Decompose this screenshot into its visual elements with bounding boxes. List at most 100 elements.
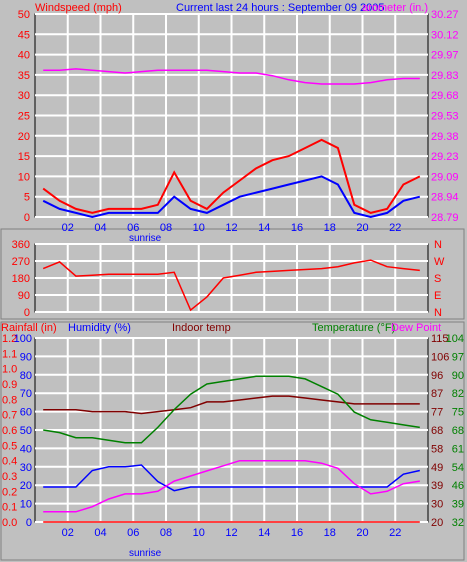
humidity-tick-60: 60 bbox=[20, 407, 32, 419]
temperature-tick-46: 46 bbox=[452, 480, 464, 492]
barometer-tick-30.27: 30.27 bbox=[431, 9, 459, 21]
chart-title: Current last 24 hours : September 09 200… bbox=[176, 2, 385, 14]
barometer-tick-29.53: 29.53 bbox=[431, 111, 459, 123]
temperature-tick-39: 39 bbox=[452, 499, 464, 511]
humidity-tick-40: 40 bbox=[20, 443, 32, 455]
barometer-tick-28.79: 28.79 bbox=[431, 212, 459, 224]
temperature-tick-61: 61 bbox=[452, 443, 464, 455]
windspeed-tick-40: 40 bbox=[18, 50, 30, 62]
barometer-axis-label: arometer (in.) bbox=[362, 2, 428, 14]
temperature-tick-104: 104 bbox=[446, 333, 464, 345]
x-tick-14: 14 bbox=[258, 527, 270, 539]
barometer-tick-29.83: 29.83 bbox=[431, 70, 459, 82]
winddir-tick-90: 90 bbox=[18, 290, 30, 302]
humidity-tick-20: 20 bbox=[20, 480, 32, 492]
x-tick-18: 18 bbox=[324, 527, 336, 539]
indoor-temp-axis-label: Indoor temp bbox=[172, 322, 231, 334]
humidity-tick-0: 0 bbox=[26, 517, 32, 529]
rainfall-tick-1.1: 1.1 bbox=[2, 348, 17, 360]
windspeed-tick-20: 20 bbox=[18, 131, 30, 143]
sunrise-label-bottom: sunrise bbox=[129, 548, 162, 559]
x-tick-04: 04 bbox=[94, 222, 106, 234]
barometer-line bbox=[43, 68, 420, 85]
temperature-tick-75: 75 bbox=[452, 407, 464, 419]
windspeed-axis-label: Windspeed (mph) bbox=[35, 2, 122, 14]
rainfall-tick-0.2: 0.2 bbox=[2, 486, 17, 498]
humidity-tick-30: 30 bbox=[20, 462, 32, 474]
x-tick-02: 02 bbox=[62, 527, 74, 539]
indoor-tick-68: 68 bbox=[431, 425, 443, 437]
winddir-tick-270: 270 bbox=[12, 256, 30, 268]
indoor-tick-96: 96 bbox=[431, 370, 443, 382]
barometer-tick-29.38: 29.38 bbox=[431, 131, 459, 143]
windspeed-tick-25: 25 bbox=[18, 111, 30, 123]
indoor-tick-20: 20 bbox=[431, 517, 443, 529]
indoor-tick-106: 106 bbox=[431, 351, 449, 363]
humidity-tick-80: 80 bbox=[20, 370, 32, 382]
x-tick-10: 10 bbox=[193, 222, 205, 234]
x-tick-20: 20 bbox=[356, 527, 368, 539]
dewpoint-line bbox=[43, 459, 420, 513]
dewpoint-axis-label: Dew Point bbox=[391, 322, 441, 334]
rainfall-tick-1.2: 1.2 bbox=[2, 333, 17, 345]
humidity-axis-label: Humidity (%) bbox=[68, 322, 131, 334]
barometer-tick-30.12: 30.12 bbox=[431, 29, 459, 41]
winddir-tick-0: 0 bbox=[24, 307, 30, 319]
humidity-tick-10: 10 bbox=[20, 499, 32, 511]
winddir-compass-S: S bbox=[434, 273, 441, 285]
temperature-tick-32: 32 bbox=[452, 517, 464, 529]
rainfall-tick-0.9: 0.9 bbox=[2, 379, 17, 391]
x-tick-06: 06 bbox=[127, 527, 139, 539]
windspeed-tick-30: 30 bbox=[18, 90, 30, 102]
rainfall-tick-0.0: 0.0 bbox=[2, 517, 17, 529]
windspeed-tick-15: 15 bbox=[18, 151, 30, 163]
x-tick-16: 16 bbox=[291, 222, 303, 234]
barometer-tick-29.97: 29.97 bbox=[431, 50, 459, 62]
indoor-tick-39: 39 bbox=[431, 480, 443, 492]
panel3-border bbox=[0, 321, 465, 561]
humidity-tick-50: 50 bbox=[20, 425, 32, 437]
windspeed-tick-5: 5 bbox=[24, 192, 30, 204]
barometer-tick-28.94: 28.94 bbox=[431, 192, 459, 204]
winddir-tick-180: 180 bbox=[12, 273, 30, 285]
windspeed-tick-0: 0 bbox=[24, 212, 30, 224]
chart-axes: 02 02 04 04 06 06 08 08 10 10 12 12 14 14 16 16 18 18 20 20… bbox=[2, 9, 464, 539]
humidity-tick-90: 90 bbox=[20, 351, 32, 363]
windspeed-tick-45: 45 bbox=[18, 29, 30, 41]
chart-grids bbox=[35, 13, 428, 523]
x-tick-08: 08 bbox=[160, 222, 172, 234]
indoor-temp-line bbox=[43, 395, 420, 415]
rainfall-tick-0.6: 0.6 bbox=[2, 425, 17, 437]
humidity-tick-100: 100 bbox=[14, 333, 32, 345]
temperature-tick-68: 68 bbox=[452, 425, 464, 437]
indoor-tick-77: 77 bbox=[431, 407, 443, 419]
x-tick-12: 12 bbox=[225, 527, 237, 539]
x-tick-16: 16 bbox=[291, 527, 303, 539]
rainfall-tick-1.0: 1.0 bbox=[2, 364, 17, 376]
temperature-tick-82: 82 bbox=[452, 388, 464, 400]
rainfall-tick-0.3: 0.3 bbox=[2, 471, 17, 483]
x-tick-02: 02 bbox=[62, 222, 74, 234]
indoor-tick-49: 49 bbox=[431, 462, 443, 474]
temperature-axis-label: Temperature (°F) bbox=[312, 322, 395, 334]
chart-series bbox=[42, 68, 421, 523]
humidity-tick-70: 70 bbox=[20, 388, 32, 400]
winddir-line bbox=[42, 259, 420, 312]
barometer-tick-29.09: 29.09 bbox=[431, 171, 459, 183]
indoor-tick-115: 115 bbox=[431, 333, 449, 345]
indoor-tick-87: 87 bbox=[431, 388, 443, 400]
winddir-compass-W: W bbox=[434, 256, 445, 268]
temperature-tick-97: 97 bbox=[452, 351, 464, 363]
x-tick-14: 14 bbox=[258, 222, 270, 234]
x-tick-22: 22 bbox=[389, 222, 401, 234]
x-tick-12: 12 bbox=[225, 222, 237, 234]
indoor-tick-58: 58 bbox=[431, 443, 443, 455]
barometer-tick-29.23: 29.23 bbox=[431, 151, 459, 163]
x-tick-22: 22 bbox=[389, 527, 401, 539]
barometer-tick-29.68: 29.68 bbox=[431, 90, 459, 102]
humidity-line bbox=[43, 464, 420, 492]
winddir-compass-E: E bbox=[434, 290, 441, 302]
x-tick-20: 20 bbox=[356, 222, 368, 234]
indoor-tick-30: 30 bbox=[431, 499, 443, 511]
